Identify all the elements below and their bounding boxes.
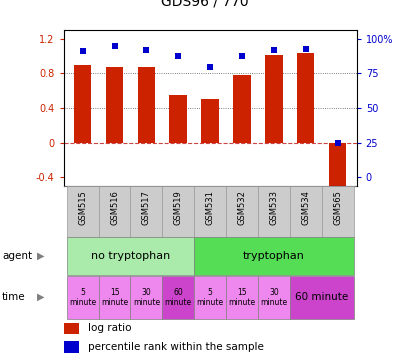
Bar — [194, 186, 225, 237]
Text: GSM516: GSM516 — [110, 190, 119, 225]
Bar — [67, 186, 98, 237]
Bar — [265, 55, 282, 142]
Text: GSM519: GSM519 — [173, 190, 182, 225]
Text: 15
minute: 15 minute — [228, 287, 255, 307]
Bar — [63, 341, 79, 352]
Text: tryptophan: tryptophan — [242, 251, 304, 261]
Bar — [106, 66, 123, 142]
Bar — [67, 276, 98, 318]
Bar — [289, 186, 321, 237]
Text: GSM515: GSM515 — [78, 190, 87, 225]
Text: log ratio: log ratio — [88, 323, 131, 333]
Text: 60 minute: 60 minute — [294, 292, 347, 302]
Bar — [194, 237, 353, 275]
Bar — [162, 276, 194, 318]
Point — [238, 53, 245, 59]
Bar — [257, 276, 289, 318]
Bar — [321, 186, 353, 237]
Text: agent: agent — [2, 251, 32, 261]
Bar — [130, 276, 162, 318]
Point — [270, 47, 276, 53]
Text: 60
minute: 60 minute — [164, 287, 191, 307]
Bar — [67, 237, 194, 275]
Bar — [162, 186, 194, 237]
Text: 15
minute: 15 minute — [101, 287, 128, 307]
Text: ▶: ▶ — [37, 292, 44, 302]
Bar — [63, 322, 79, 334]
Text: 5
minute: 5 minute — [69, 287, 96, 307]
Text: time: time — [2, 292, 26, 302]
Point — [111, 43, 117, 49]
Text: GSM534: GSM534 — [301, 190, 310, 225]
Text: 30
minute: 30 minute — [260, 287, 287, 307]
Bar — [98, 186, 130, 237]
Text: GSM517: GSM517 — [142, 190, 151, 225]
Text: ▶: ▶ — [37, 251, 44, 261]
Text: 5
minute: 5 minute — [196, 287, 223, 307]
Bar — [137, 66, 155, 142]
Bar — [257, 186, 289, 237]
Text: GSM532: GSM532 — [237, 190, 246, 225]
Text: percentile rank within the sample: percentile rank within the sample — [88, 342, 263, 352]
Text: GDS96 / 770: GDS96 / 770 — [161, 0, 248, 9]
Text: GSM565: GSM565 — [332, 190, 341, 225]
Bar — [201, 99, 218, 142]
Text: GSM533: GSM533 — [269, 190, 278, 225]
Bar — [233, 75, 250, 142]
Bar — [328, 142, 346, 190]
Bar — [225, 276, 257, 318]
Bar — [130, 186, 162, 237]
Bar — [169, 95, 187, 142]
Point — [333, 140, 340, 145]
Point — [206, 64, 213, 70]
Bar — [296, 53, 314, 142]
Bar — [194, 276, 225, 318]
Bar — [98, 276, 130, 318]
Text: 30
minute: 30 minute — [133, 287, 160, 307]
Text: no tryptophan: no tryptophan — [91, 251, 170, 261]
Point — [143, 47, 149, 53]
Point — [79, 49, 86, 54]
Text: GSM531: GSM531 — [205, 190, 214, 225]
Point — [175, 53, 181, 59]
Bar — [74, 65, 91, 142]
Bar — [225, 186, 257, 237]
Bar — [289, 276, 353, 318]
Point — [302, 46, 308, 51]
